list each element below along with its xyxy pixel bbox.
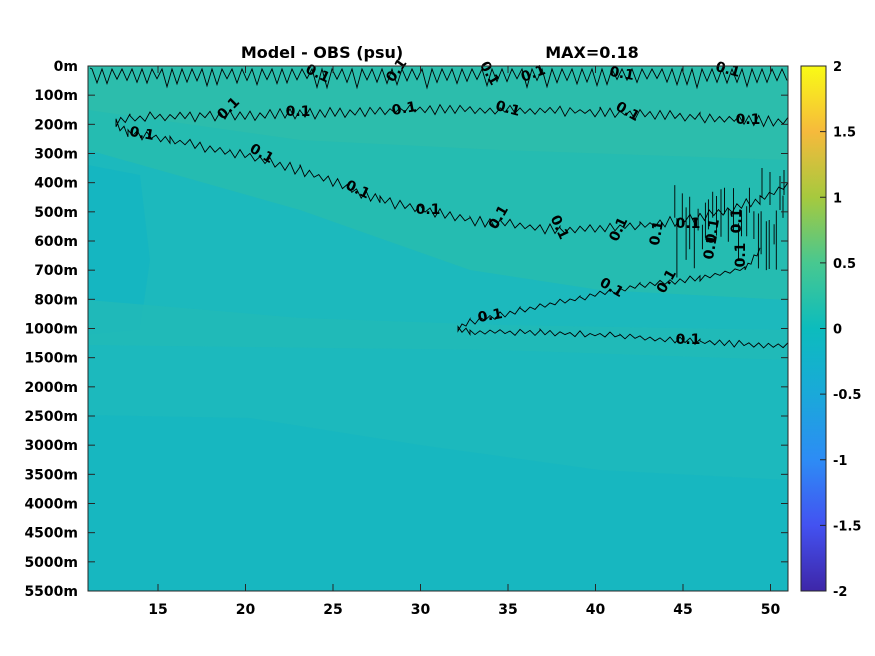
y-tick-label: 500m: [34, 205, 78, 221]
contour-label: 0.1: [416, 202, 441, 218]
y-tick-label: 0m: [54, 59, 78, 75]
contour-label: 0.1: [494, 98, 522, 120]
contour-lines: [89, 67, 788, 349]
y-tick-label: 4500m: [24, 526, 78, 542]
y-tick-label: 5500m: [24, 584, 78, 600]
x-tick-label: 15: [148, 602, 167, 618]
y-tick-label: 600m: [34, 234, 78, 250]
contour-label: 0.1: [733, 243, 749, 268]
y-axis: 0m 100m 200m 300m 400m 500m 600m 700m 800m 1000m 1…: [24, 59, 788, 600]
y-tick-label: 1500m: [24, 351, 78, 367]
colorbar-tick-label: 1: [833, 191, 842, 206]
y-tick-label: 2500m: [24, 409, 78, 425]
x-tick-label: 35: [498, 602, 517, 618]
y-tick-label: 200m: [34, 117, 78, 133]
x-tick-label: 25: [323, 602, 342, 618]
colorbar-tick-label: 2: [833, 60, 842, 75]
colorbar-tick-label: 0.5: [833, 257, 856, 272]
plot-area: [88, 66, 788, 591]
contour-label: 0.1: [477, 306, 504, 326]
x-tick-label: 20: [236, 602, 256, 618]
x-tick-label: 40: [586, 602, 606, 618]
contour-label: 0.1: [676, 216, 701, 232]
colorbar-tick-label: 0: [833, 323, 842, 338]
y-tick-label: 4000m: [24, 497, 78, 513]
contour-label: 0.1: [729, 209, 745, 234]
y-tick-label: 700m: [34, 263, 78, 279]
y-tick-label: 3000m: [24, 438, 78, 454]
colorbar-tick-label: -0.5: [833, 388, 861, 403]
x-tick-label: 30: [411, 602, 431, 618]
colorbar: 2 1.5 1 0.5 0 -0.5 -1 -1.5 -2: [800, 60, 861, 600]
contour-label: 0.1: [391, 99, 418, 119]
contour-label: 0.1: [701, 234, 721, 261]
contour-label: 0.1: [608, 64, 635, 84]
colorbar-tick-label: 1.5: [833, 126, 856, 141]
y-tick-label: 1000m: [24, 322, 78, 338]
x-tick-label: 50: [761, 602, 781, 618]
x-tick-label: 45: [673, 602, 692, 618]
contour-label: 0.1: [286, 104, 311, 120]
y-tick-label: 5000m: [24, 555, 78, 571]
colorbar-tick-label: -2: [833, 585, 847, 600]
contour-label: 0.1: [519, 62, 548, 86]
y-tick-label: 300m: [34, 147, 78, 163]
chart-title-right: MAX=0.18: [545, 43, 639, 62]
contour-label: 0.1: [703, 218, 723, 245]
contour-label: 0.1: [647, 220, 667, 247]
y-tick-label: 800m: [34, 292, 78, 308]
contour-label: 0.1: [676, 332, 701, 348]
colorbar-tick-label: -1: [833, 454, 847, 469]
y-tick-label: 400m: [34, 176, 78, 192]
contour-surface: [89, 67, 788, 90]
contour-tongue-lower: [457, 247, 788, 349]
contour-label: 0.1: [128, 124, 155, 144]
contour-spikes-right: [674, 168, 785, 278]
colorbar-tick-label: -1.5: [833, 519, 861, 534]
x-axis: 15 20 25 30 35 40 45 50: [148, 66, 780, 618]
y-tick-label: 2000m: [24, 380, 78, 396]
chart-title-left: Model - OBS (psu): [241, 43, 403, 62]
y-tick-label: 3500m: [24, 467, 78, 483]
contour-label: 0.1: [714, 59, 742, 81]
contour-loop-upper: [115, 103, 788, 235]
y-tick-label: 100m: [34, 88, 78, 104]
colorbar-ticks: 2 1.5 1 0.5 0 -0.5 -1 -1.5 -2: [820, 60, 861, 600]
contour-label: 0.1: [736, 112, 761, 128]
